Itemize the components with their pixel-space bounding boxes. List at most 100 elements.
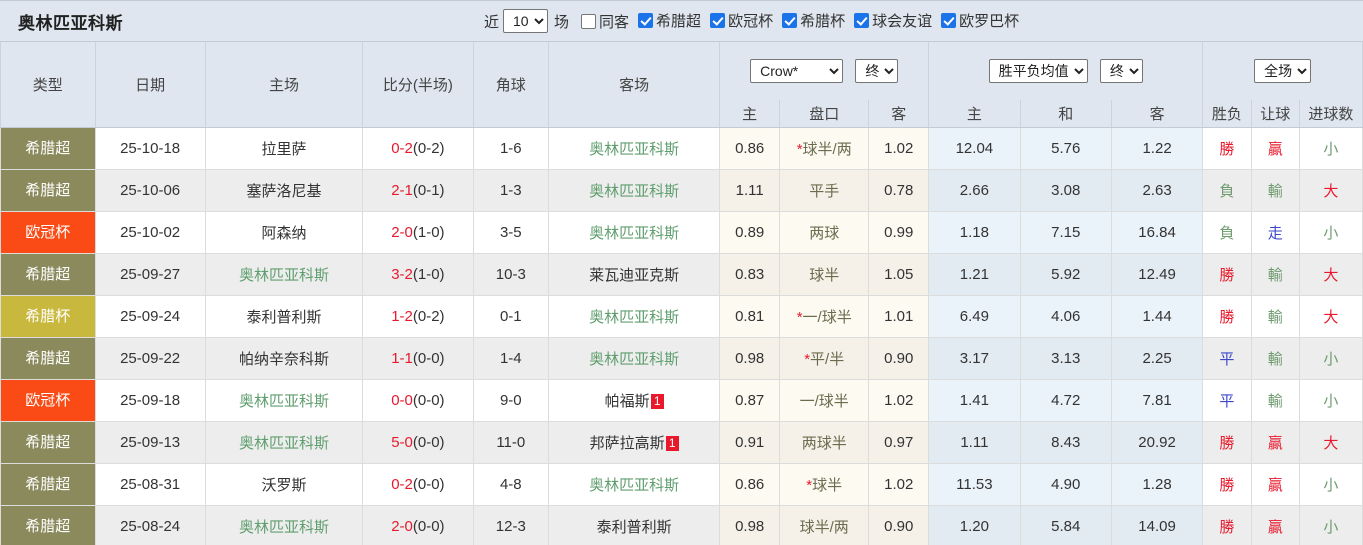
row-score: 0-2(0-0) <box>362 463 474 506</box>
league-checkbox-3[interactable]: 球会友谊 <box>846 10 933 31</box>
handicap-value: 輸 <box>1267 392 1283 410</box>
row-away-team[interactable]: 莱瓦迪亚克斯 <box>548 253 721 296</box>
league-checkbox-1[interactable]: 欧冠杯 <box>702 10 774 31</box>
score-halftime: (0-0) <box>412 517 445 535</box>
match-table: 类型 日期 主场 比分(半场) 角球 客场 Crow*Bet365Macausl… <box>0 42 1363 545</box>
table-row[interactable]: 希腊超 25-09-13 奥林匹亚科斯 5-0(0-0) 11-0 邦萨拉高斯 1 0.91 两… <box>0 421 1363 464</box>
away-team-name[interactable]: 奥林匹亚科斯 <box>589 308 680 326</box>
team-title: 奥林匹亚科斯 <box>18 13 123 33</box>
row-ah-away-odds: 1.05 <box>868 253 930 296</box>
away-team-name[interactable]: 奥林匹亚科斯 <box>589 182 680 200</box>
away-team-name[interactable]: 奥林匹亚科斯 <box>589 224 680 242</box>
away-team-name[interactable]: 奥林匹亚科斯 <box>589 350 680 368</box>
league-label-2: 希腊杯 <box>800 13 846 30</box>
away-team-name[interactable]: 帕福斯 <box>604 392 650 410</box>
market-select[interactable]: 胜平负均值亚盘大小球 <box>988 59 1088 83</box>
away-team-name[interactable]: 奥林匹亚科斯 <box>589 140 680 158</box>
row-home-team[interactable]: 奥林匹亚科斯 <box>204 253 364 296</box>
bookmaker-select[interactable]: Crow*Bet365Macauslot <box>750 59 844 83</box>
row-home-team[interactable]: 泰利普利斯 <box>204 295 364 338</box>
league-checkbox-4[interactable]: 欧罗巴杯 <box>933 10 1020 31</box>
home-team-name[interactable]: 阿森纳 <box>261 224 307 242</box>
score-halftime: (1-0) <box>412 223 445 241</box>
row-away-team[interactable]: 奥林匹亚科斯 <box>548 337 721 380</box>
away-team-name[interactable]: 莱瓦迪亚克斯 <box>589 266 680 284</box>
ah-stage-select[interactable]: 初终 <box>855 59 899 83</box>
score-fulltime: 2-0 <box>391 517 413 535</box>
recent-count-select[interactable]: 6102030 <box>503 9 549 33</box>
row-eu-draw-odds: 7.15 <box>1019 211 1112 254</box>
away-team-name[interactable]: 泰利普利斯 <box>596 518 672 536</box>
row-result: 勝 <box>1202 295 1252 338</box>
row-home-team[interactable]: 塞萨洛尼基 <box>204 169 364 212</box>
league-badge: 希腊杯 <box>1 295 95 337</box>
home-team-name[interactable]: 塞萨洛尼基 <box>246 182 322 200</box>
ah-line-text: 平手 <box>809 182 840 200</box>
home-team-name[interactable]: 泰利普利斯 <box>246 308 322 326</box>
row-home-team[interactable]: 阿森纳 <box>204 211 364 254</box>
table-row[interactable]: 希腊超 25-10-06 塞萨洛尼基 2-1(0-1) 1-3 奥林匹亚科斯 1.11 平手 0… <box>0 169 1363 212</box>
table-row[interactable]: 希腊杯 25-09-24 泰利普利斯 1-2(0-2) 0-1 奥林匹亚科斯 0.81 *一/… <box>0 295 1363 338</box>
row-away-team[interactable]: 奥林匹亚科斯 <box>548 295 721 338</box>
table-subheader-row: 主 盘口 客 主 和 客 胜负 让球 进球数 <box>1 100 1363 128</box>
checkbox-box-league-3[interactable] <box>854 13 870 28</box>
same-venue-checkbox[interactable]: 同客 <box>573 11 630 32</box>
recent-count-select-wrap[interactable]: 6102030 <box>503 9 549 33</box>
home-team-name[interactable]: 奥林匹亚科斯 <box>238 434 329 452</box>
row-eu-away-odds: 20.92 <box>1110 421 1204 464</box>
league-checkbox-2[interactable]: 希腊杯 <box>774 10 846 31</box>
table-row[interactable]: 欧冠杯 25-09-18 奥林匹亚科斯 0-0(0-0) 9-0 帕福斯 1 0.87 一/球半… <box>0 379 1363 422</box>
row-goals-result: 大 <box>1298 295 1363 338</box>
row-ah-line: *平/半 <box>779 337 870 380</box>
row-away-team[interactable]: 泰利普利斯 <box>548 505 721 545</box>
score-halftime: (0-0) <box>412 349 445 367</box>
table-row[interactable]: 希腊超 25-08-24 奥林匹亚科斯 2-0(0-0) 12-3 泰利普利斯 0.98 球半… <box>0 505 1363 545</box>
row-eu-away-odds: 1.44 <box>1110 295 1204 338</box>
row-ah-line: *球半/两 <box>779 127 870 170</box>
row-home-team[interactable]: 奥林匹亚科斯 <box>204 379 364 422</box>
eu-stage-select[interactable]: 初终 <box>1099 59 1143 83</box>
checkbox-box-league-0[interactable] <box>638 13 654 28</box>
row-eu-away-odds: 1.22 <box>1110 127 1204 170</box>
checkbox-box-league-4[interactable] <box>941 13 957 28</box>
home-team-name[interactable]: 奥林匹亚科斯 <box>238 392 329 410</box>
league-checkbox-0[interactable]: 希腊超 <box>630 10 702 31</box>
home-team-name[interactable]: 奥林匹亚科斯 <box>238 518 329 536</box>
row-goals-result: 大 <box>1298 169 1363 212</box>
away-team-name[interactable]: 邦萨拉高斯 <box>589 434 665 452</box>
home-team-name[interactable]: 奥林匹亚科斯 <box>238 266 329 284</box>
home-team-name[interactable]: 拉里萨 <box>261 140 307 158</box>
row-away-team[interactable]: 奥林匹亚科斯 <box>548 463 721 506</box>
col-header-ah-home: 主 <box>719 100 781 128</box>
row-away-team[interactable]: 奥林匹亚科斯 <box>548 127 721 170</box>
row-ah-home-odds: 0.89 <box>719 211 781 254</box>
checkbox-box-league-2[interactable] <box>782 13 798 28</box>
checkbox-box-league-1[interactable] <box>710 13 726 28</box>
col-header-corner: 角球 <box>472 42 550 128</box>
row-home-team[interactable]: 沃罗斯 <box>204 463 364 506</box>
row-home-team[interactable]: 奥林匹亚科斯 <box>204 505 364 545</box>
row-home-team[interactable]: 奥林匹亚科斯 <box>204 421 364 464</box>
table-row[interactable]: 欧冠杯 25-10-02 阿森纳 2-0(1-0) 3-5 奥林匹亚科斯 0.89 两球 0.9… <box>0 211 1363 254</box>
home-team-name[interactable]: 帕纳辛奈科斯 <box>238 350 329 368</box>
table-row[interactable]: 希腊超 25-08-31 沃罗斯 0-2(0-0) 4-8 奥林匹亚科斯 0.86 *球半 1.… <box>0 463 1363 506</box>
row-home-team[interactable]: 拉里萨 <box>204 127 364 170</box>
row-eu-home-odds: 1.21 <box>928 253 1021 296</box>
row-ah-line: *一/球半 <box>779 295 870 338</box>
row-away-team[interactable]: 帕福斯 1 <box>548 379 721 422</box>
period-select[interactable]: 全场半场 <box>1254 59 1312 83</box>
table-row[interactable]: 希腊超 25-10-18 拉里萨 0-2(0-2) 1-6 奥林匹亚科斯 0.86 *球半/两… <box>0 127 1363 170</box>
col-header-away: 客场 <box>548 42 721 128</box>
checkbox-box-same-venue[interactable] <box>581 13 597 29</box>
table-row[interactable]: 希腊超 25-09-27 奥林匹亚科斯 3-2(1-0) 10-3 莱瓦迪亚克斯 0.83 球… <box>0 253 1363 296</box>
score-fulltime: 0-2 <box>391 139 413 157</box>
row-ah-home-odds: 0.98 <box>719 505 781 545</box>
table-row[interactable]: 希腊超 25-09-22 帕纳辛奈科斯 1-1(0-0) 1-4 奥林匹亚科斯 0.98 *平… <box>0 337 1363 380</box>
home-team-name[interactable]: 沃罗斯 <box>261 476 307 494</box>
away-team-name[interactable]: 奥林匹亚科斯 <box>589 476 680 494</box>
row-away-team[interactable]: 奥林匹亚科斯 <box>548 211 721 254</box>
row-away-team[interactable]: 奥林匹亚科斯 <box>548 169 721 212</box>
row-handicap-result: 輸 <box>1250 253 1300 296</box>
row-home-team[interactable]: 帕纳辛奈科斯 <box>204 337 364 380</box>
row-away-team[interactable]: 邦萨拉高斯 1 <box>548 421 721 464</box>
